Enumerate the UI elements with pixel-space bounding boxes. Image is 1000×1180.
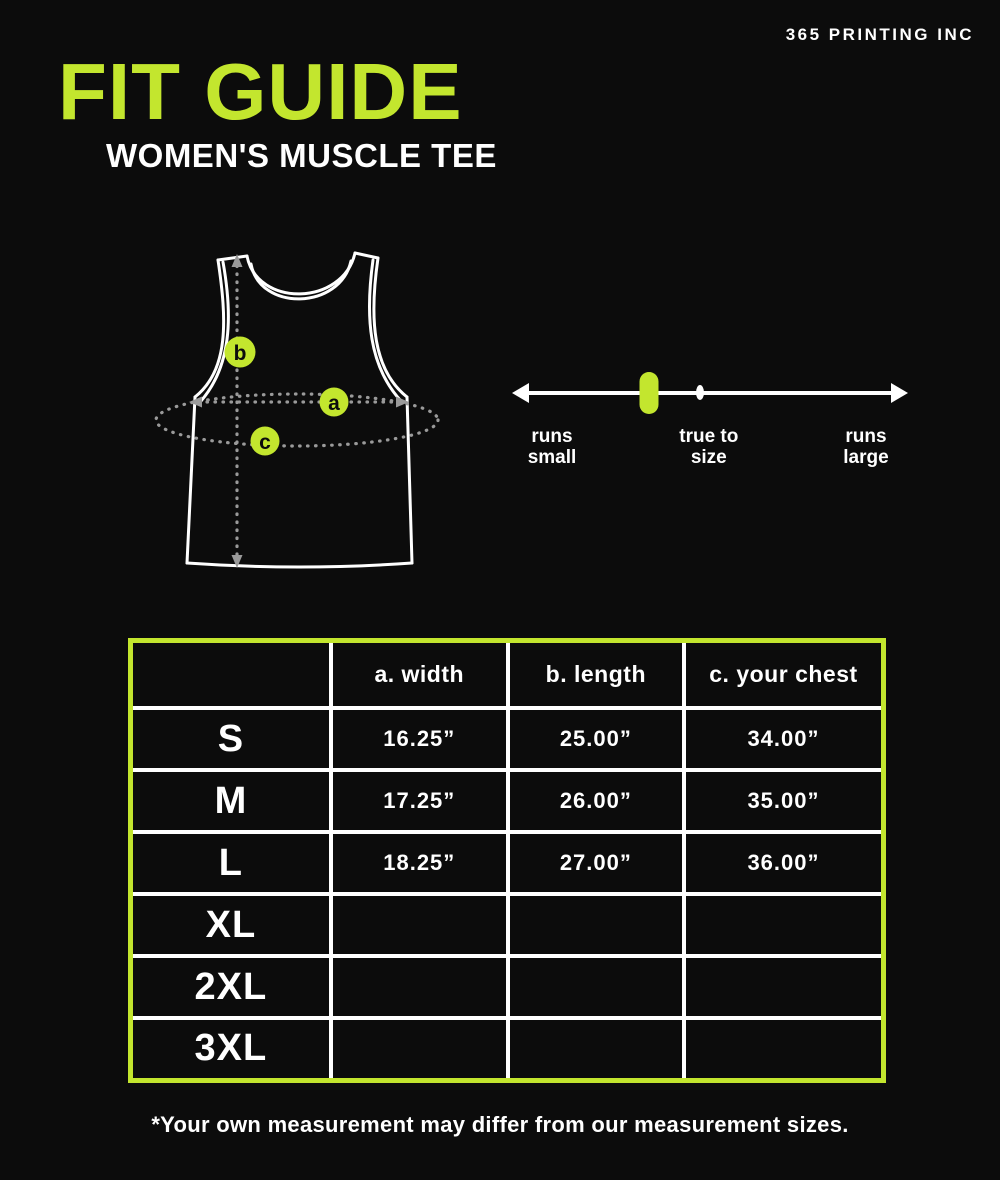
width-value: 18.25” [328, 830, 510, 896]
measurement-disclaimer: *Your own measurement may differ from ou… [151, 1112, 849, 1137]
width-value [328, 1016, 510, 1082]
width-value: 17.25” [328, 768, 510, 834]
arrow-left-icon [512, 383, 529, 403]
size-label: 2XL [128, 954, 333, 1020]
fit-scale: runs small true to size runs large [512, 368, 908, 478]
chest-value [681, 892, 886, 958]
measurement-guides [154, 264, 440, 558]
size-table: a. width b. length c. your chest S 16.25… [128, 638, 886, 1083]
size-label: XL [128, 892, 333, 958]
chest-value: 34.00” [681, 706, 886, 772]
header-width: a. width [328, 638, 510, 710]
header-chest: c. your chest [681, 638, 886, 710]
length-value: 25.00” [505, 706, 686, 772]
width-value: 16.25” [328, 706, 510, 772]
muscle-tee-diagram: a b c [145, 240, 465, 585]
length-value: 27.00” [505, 830, 686, 896]
page-title: FIT GUIDE [58, 47, 463, 136]
marker-a-letter: a [328, 392, 340, 415]
chest-value: 35.00” [681, 768, 886, 834]
marker-a: a [319, 387, 349, 417]
header-length: b. length [505, 638, 686, 710]
arrow-right-icon [891, 383, 908, 403]
header-size [128, 638, 333, 710]
arrow-left-small-icon [189, 396, 202, 408]
brand-name: 365 PRINTING INC [785, 25, 974, 44]
true-to-size-dot [696, 385, 705, 400]
size-label: L [128, 830, 333, 896]
muscle-tee-illustration: a b c [154, 251, 440, 569]
length-value [505, 1016, 686, 1082]
fit-scale-axis [523, 391, 897, 395]
size-label: 3XL [128, 1016, 333, 1082]
fit-marker [639, 372, 659, 414]
guide-arrowheads [189, 254, 409, 568]
width-value [328, 954, 510, 1020]
marker-b-letter: b [234, 342, 247, 365]
marker-b: b [224, 336, 256, 368]
arrow-right-small-icon [396, 396, 409, 408]
marker-b-circle [224, 336, 256, 368]
marker-a-circle [319, 387, 349, 417]
table-row-2xl: 2XL [128, 954, 886, 1020]
length-value [505, 954, 686, 1020]
marker-c-circle [250, 426, 280, 456]
table-row-m: M 17.25” 26.00” 35.00” [128, 768, 886, 834]
width-value [328, 892, 510, 958]
chest-value [681, 954, 886, 1020]
size-label: S [128, 706, 333, 772]
marker-c-letter: c [259, 431, 271, 454]
table-row-3xl: 3XL [128, 1016, 886, 1082]
arrow-down-icon [231, 555, 243, 568]
chest-dotted-ellipse [154, 392, 440, 448]
table-row-l: L 18.25” 27.00” 36.00” [128, 830, 886, 896]
table-row-xl: XL [128, 892, 886, 958]
runs-small-label: runs small [527, 426, 577, 468]
length-value: 26.00” [505, 768, 686, 834]
arrow-up-icon [231, 254, 243, 267]
header-row: a. width b. length c. your chest [128, 638, 886, 710]
size-label: M [128, 768, 333, 834]
runs-large-label: runs large [843, 426, 889, 468]
chest-value: 36.00” [681, 830, 886, 896]
marker-c: c [250, 426, 280, 456]
true-to-size-label: true to size [679, 426, 739, 468]
shirt-outline [185, 251, 414, 569]
chest-value [681, 1016, 886, 1082]
page-subtitle: WOMEN'S MUSCLE TEE [106, 137, 497, 174]
table-row-s: S 16.25” 25.00” 34.00” [128, 706, 886, 772]
length-value [505, 892, 686, 958]
